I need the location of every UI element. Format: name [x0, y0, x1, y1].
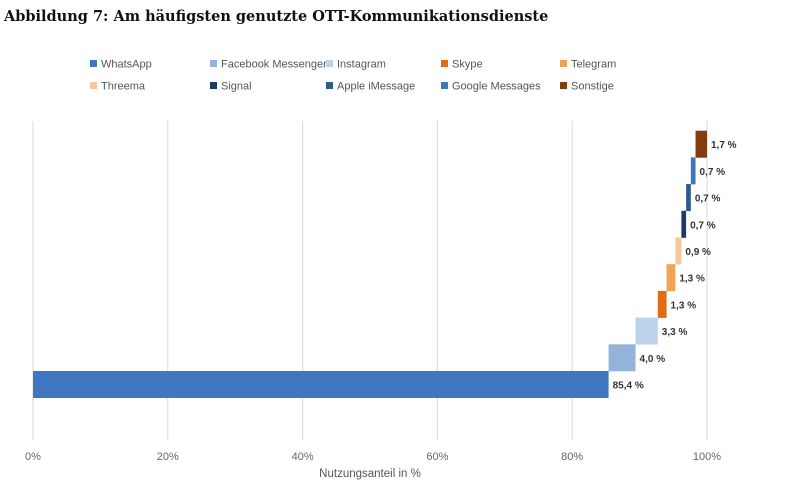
bar-facebook-messenger	[608, 344, 636, 372]
legend-label: Google Messages	[452, 81, 541, 93]
data-label: 85,4 %	[613, 381, 644, 392]
bar-sonstige	[695, 130, 707, 158]
bar-instagram	[635, 317, 658, 345]
x-tick-label: 0%	[25, 451, 41, 463]
legend-label: Sonstige	[571, 81, 614, 93]
data-label: 1,3 %	[679, 274, 705, 285]
x-tick-label: 40%	[292, 451, 314, 463]
bars	[33, 130, 707, 398]
legend-item: WhatsApp	[90, 59, 152, 71]
x-tick-label: 100%	[693, 451, 721, 463]
legend-item: Sonstige	[560, 81, 614, 93]
x-tick-label: 80%	[561, 451, 583, 463]
data-label: 4,0 %	[640, 354, 666, 365]
legend-swatch	[210, 60, 217, 67]
legend-label: Facebook Messenger	[221, 59, 327, 71]
data-label: 1,3 %	[671, 300, 697, 311]
data-label: 3,3 %	[662, 327, 688, 338]
legend-swatch	[441, 82, 448, 89]
bar-google-messages	[690, 157, 696, 185]
legend-label: Instagram	[337, 59, 386, 71]
x-tick-label: 20%	[157, 451, 179, 463]
legend-item: Telegram	[560, 59, 616, 71]
data-label: 0,9 %	[685, 247, 711, 258]
bar-whatsapp	[33, 371, 609, 398]
legend-swatch	[326, 60, 333, 67]
bar-skype	[657, 290, 667, 318]
legend-item: Skype	[441, 59, 483, 71]
data-label: 0,7 %	[690, 220, 716, 231]
legend-label: Skype	[452, 59, 483, 71]
legend-label: Telegram	[571, 59, 616, 71]
legend: WhatsApp Facebook Messenger Instagram Skype…	[90, 59, 616, 93]
legend-item: Facebook Messenger	[210, 59, 327, 71]
legend-item: Instagram	[326, 59, 386, 71]
bar-telegram	[666, 264, 676, 292]
data-label: 0,7 %	[700, 167, 726, 178]
x-tick-label: 60%	[426, 451, 448, 463]
x-axis-title: Nutzungsanteil in %	[319, 468, 421, 480]
legend-item: Threema	[90, 81, 146, 93]
legend-swatch	[326, 82, 333, 89]
legend-swatch	[210, 82, 217, 89]
bar-threema	[675, 237, 682, 265]
legend-item: Apple iMessage	[326, 81, 415, 93]
x-axis-ticks: 0% 20% 40% 60% 80% 100%	[25, 451, 721, 463]
chart-title: Abbildung 7: Am häufigsten genutzte OTT-…	[4, 8, 549, 25]
legend-swatch	[90, 60, 97, 67]
legend-label: WhatsApp	[101, 59, 152, 71]
legend-swatch	[90, 82, 97, 89]
legend-label: Signal	[221, 81, 252, 93]
bar-apple-imessage	[686, 184, 691, 212]
legend-label: Apple iMessage	[337, 81, 415, 93]
legend-swatch	[560, 60, 567, 67]
legend-item: Signal	[210, 81, 252, 93]
legend-swatch	[441, 60, 448, 67]
legend-label: Threema	[101, 81, 146, 93]
data-labels: 85,4 % 4,0 % 3,3 % 1,3 % 1,3 % 0,9 % 0,7 % 0,7 …	[613, 140, 737, 391]
data-label: 1,7 %	[711, 140, 737, 151]
bar-signal	[681, 210, 687, 238]
data-label: 0,7 %	[695, 194, 721, 205]
legend-item: Google Messages	[441, 81, 541, 93]
legend-swatch	[560, 82, 567, 89]
